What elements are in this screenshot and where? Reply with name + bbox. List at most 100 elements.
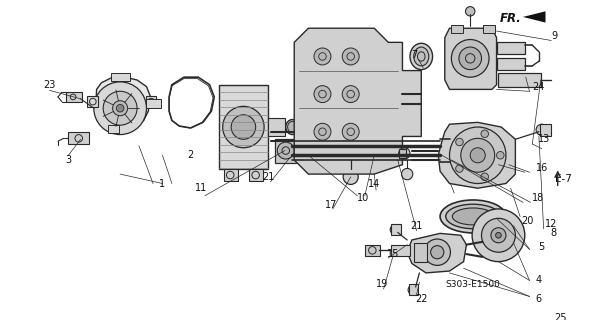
Ellipse shape [288,121,297,133]
Text: 18: 18 [532,193,544,203]
Polygon shape [294,28,421,174]
Ellipse shape [388,138,399,159]
Polygon shape [407,233,467,273]
Bar [268,118,285,136]
Text: 5: 5 [539,242,545,252]
Text: 23: 23 [44,80,55,90]
Text: E-7: E-7 [555,174,572,184]
Circle shape [459,47,481,70]
Text: 6: 6 [536,294,542,304]
Circle shape [277,142,294,159]
Circle shape [342,86,359,103]
Text: 11: 11 [195,183,207,193]
Text: 1: 1 [159,179,166,188]
Circle shape [408,285,418,294]
Circle shape [455,138,463,146]
Text: 7: 7 [412,50,418,60]
Circle shape [431,246,444,259]
Circle shape [222,106,264,148]
Bar [499,73,541,87]
Bar [483,25,494,33]
Circle shape [116,104,124,112]
Circle shape [536,124,548,135]
Text: 9: 9 [552,31,558,41]
Bar [365,245,380,256]
Circle shape [496,232,502,238]
Circle shape [466,7,475,16]
Text: 2: 2 [188,150,194,160]
Bar [276,139,296,163]
Bar [399,149,407,158]
Text: 25: 25 [554,313,567,320]
Bar [146,99,160,108]
Text: 14: 14 [368,179,381,188]
Text: 17: 17 [324,200,337,210]
Circle shape [481,173,489,180]
Bar [224,169,238,181]
Bar [249,169,263,181]
Text: 21: 21 [263,172,275,182]
Text: 19: 19 [376,279,388,289]
Bar [497,42,525,54]
Circle shape [491,228,506,243]
Bar [497,58,525,70]
Circle shape [472,209,525,262]
Circle shape [314,123,331,140]
Bar [391,224,401,235]
Circle shape [342,123,359,140]
Circle shape [94,82,146,135]
Text: 16: 16 [536,163,548,172]
Circle shape [461,138,494,172]
Bar [108,125,119,133]
Ellipse shape [410,43,432,70]
Ellipse shape [445,204,500,229]
Bar [65,92,83,102]
Bar [146,96,156,107]
Circle shape [481,218,516,252]
Text: 24: 24 [533,82,545,92]
Bar [87,96,99,107]
Ellipse shape [414,47,429,66]
Circle shape [455,165,463,172]
Circle shape [402,168,413,180]
Polygon shape [438,122,516,188]
Circle shape [314,48,331,65]
Circle shape [424,239,450,265]
Bar [540,124,551,135]
Ellipse shape [453,208,494,225]
Polygon shape [445,28,497,89]
Text: 22: 22 [415,294,428,304]
Circle shape [497,151,504,159]
Bar [219,85,268,169]
Circle shape [390,225,399,234]
Ellipse shape [307,140,319,161]
Text: 20: 20 [522,216,534,226]
Circle shape [451,40,489,77]
Text: FR.: FR. [500,12,522,25]
Text: 15: 15 [387,249,399,259]
Text: 13: 13 [537,134,550,144]
Bar [68,132,89,144]
Circle shape [342,48,359,65]
Text: 21: 21 [411,221,423,231]
Text: 4: 4 [536,276,542,285]
Ellipse shape [286,119,299,135]
Polygon shape [523,11,546,23]
Circle shape [231,115,255,139]
Circle shape [481,130,489,138]
Text: 12: 12 [545,219,558,229]
Bar [111,73,130,81]
Circle shape [343,169,358,184]
Circle shape [470,148,485,163]
Circle shape [103,91,137,125]
Polygon shape [96,77,150,127]
Circle shape [113,101,127,116]
Bar [391,245,410,256]
Text: S303-E1500: S303-E1500 [445,280,500,289]
Text: 10: 10 [357,193,369,203]
Bar [409,284,418,295]
Ellipse shape [440,200,506,233]
Bar [414,243,427,262]
Circle shape [314,86,331,103]
Text: 3: 3 [65,155,71,165]
